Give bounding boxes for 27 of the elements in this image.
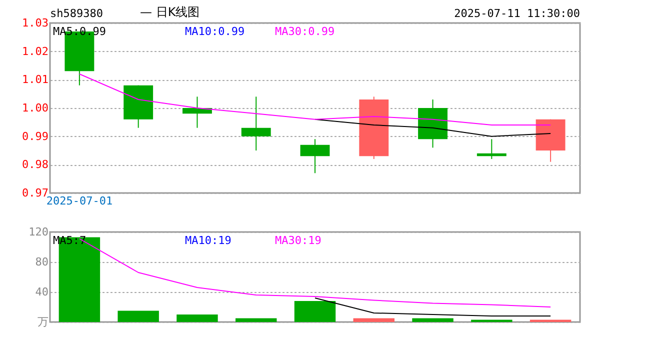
y-tick-label: 1.02: [22, 44, 48, 58]
y-tick-label: 40: [35, 286, 48, 298]
bar: [412, 318, 454, 322]
y-tick-label: 0.98: [22, 158, 48, 172]
bar: [353, 318, 394, 322]
y-tick-label: 1.00: [22, 102, 48, 114]
bar: [236, 318, 277, 322]
x-tick-label: 2025-07-01: [46, 194, 113, 208]
text: 2025-07-11 11:30:00: [454, 7, 580, 20]
y-tick-label: 0.99: [22, 130, 48, 143]
text: MA30:19: [275, 234, 322, 247]
line-series: [314, 298, 552, 316]
y-tick-label: 120: [28, 226, 48, 238]
y-tick-label: 万: [38, 316, 48, 328]
y-tick-label: 1.03: [22, 16, 48, 30]
text: MA30:0.99: [275, 25, 335, 38]
chart-title: sh589380: [50, 7, 103, 20]
text: MA5:0.99: [53, 25, 106, 38]
text: — 日K线图: [140, 5, 200, 19]
y-tick-label: 80: [35, 256, 48, 268]
y-tick-label: 0.97: [22, 186, 48, 200]
y-tick-label: 1.01: [22, 73, 48, 86]
legend-label: MA10:0.99: [185, 25, 245, 38]
bar: [118, 310, 159, 322]
bar: [294, 301, 336, 322]
legend-label: MA10:19: [185, 234, 232, 247]
bar: [176, 314, 218, 322]
